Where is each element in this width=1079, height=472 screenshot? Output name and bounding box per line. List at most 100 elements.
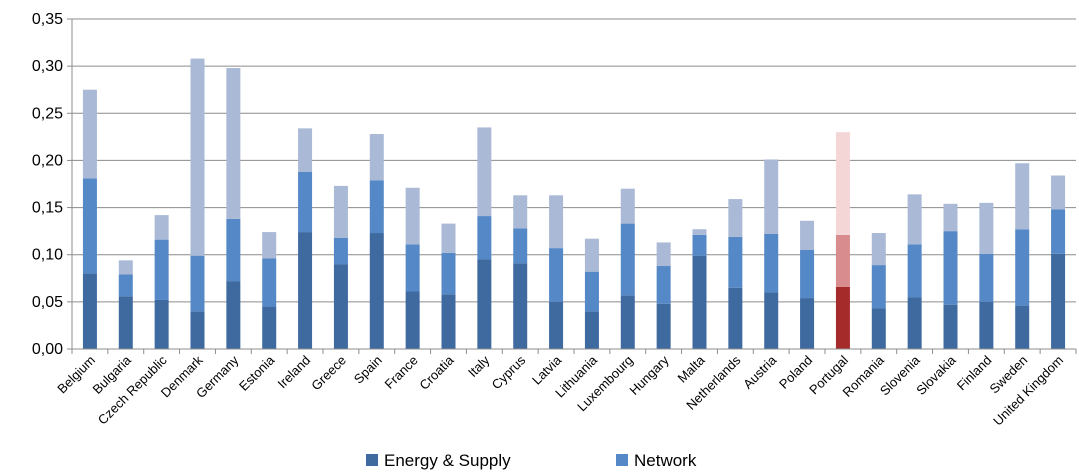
x-tick-label-austria: Austria (740, 352, 780, 392)
y-tick-label: 0,00 (32, 341, 63, 358)
bar-romania-segment-3 (871, 233, 886, 266)
bar-estonia-segment-2 (262, 258, 277, 307)
bar-slovenia-segment-2 (907, 244, 922, 298)
bar-sweden-segment-3 (1015, 163, 1030, 230)
x-tick-label-belgium: Belgium (54, 353, 98, 397)
legend: Energy & Supply Network (366, 451, 697, 470)
bar-spain-segment-2 (369, 180, 384, 234)
bar-france-segment-3 (405, 187, 420, 245)
bar-france-segment-1 (405, 291, 420, 349)
legend-swatch-network (616, 454, 628, 466)
bar-ireland-segment-1 (298, 232, 313, 349)
bar-hungary-segment-1 (656, 303, 671, 349)
bar-slovakia-segment-3 (943, 203, 958, 232)
y-tick-label: 0,05 (32, 294, 63, 311)
bar-bulgaria-segment-3 (118, 260, 133, 275)
bar-croatia-segment-3 (441, 223, 456, 253)
bar-lithuania-segment-2 (584, 271, 599, 312)
y-tick-label: 0,10 (32, 247, 63, 264)
bar-ireland-segment-3 (298, 128, 313, 172)
gridlines (72, 18, 1076, 303)
bar-sweden-segment-1 (1015, 305, 1030, 349)
bar-cyprus-segment-2 (513, 228, 528, 264)
y-tick-labels: 0,00 0,05 0,10 0,15 0,20 0,25 0,30 0,35 (32, 11, 63, 358)
bar-austria-segment-2 (764, 233, 779, 293)
bar-united-kingdom-segment-2 (1051, 209, 1066, 254)
x-tick-label-estonia: Estonia (236, 352, 278, 394)
bar-croatia-segment-1 (441, 294, 456, 349)
bar-spain-segment-1 (369, 233, 384, 349)
bar-finland-segment-3 (979, 202, 994, 254)
bar-italy-segment-1 (477, 259, 492, 349)
bar-france-segment-2 (405, 244, 420, 292)
y-tick-label: 0,30 (32, 58, 63, 75)
bar-finland-segment-1 (979, 301, 994, 349)
bar-italy-segment-2 (477, 216, 492, 260)
bars (82, 58, 1066, 349)
bar-czech-republic-segment-3 (154, 215, 169, 240)
bar-poland-segment-2 (800, 250, 815, 299)
x-tick-label-malta: Malta (675, 352, 709, 386)
bar-germany-segment-1 (226, 281, 241, 349)
bar-luxembourg-segment-3 (620, 188, 635, 224)
bar-malta-segment-3 (692, 229, 707, 235)
bar-netherlands-segment-1 (728, 287, 743, 349)
y-tick-label: 0,25 (32, 105, 63, 122)
bar-lithuania-segment-1 (584, 311, 599, 349)
bar-netherlands-segment-3 (728, 199, 743, 237)
legend-label-network: Network (634, 451, 697, 470)
bar-ireland-segment-2 (298, 171, 313, 233)
bar-austria-segment-3 (764, 159, 779, 234)
bar-estonia-segment-3 (262, 232, 277, 259)
bar-latvia-segment-3 (549, 195, 564, 249)
x-tick-label-cyprus: Cyprus (489, 352, 529, 392)
bar-luxembourg-segment-2 (620, 223, 635, 296)
bar-belgium-segment-3 (82, 89, 97, 179)
bar-sweden-segment-2 (1015, 229, 1030, 306)
bar-czech-republic-segment-1 (154, 299, 169, 349)
bar-denmark-segment-3 (190, 58, 205, 256)
bar-czech-republic-segment-2 (154, 239, 169, 300)
x-tick-label-italy: Italy (465, 352, 493, 380)
bar-slovakia-segment-1 (943, 304, 958, 349)
bar-slovenia-segment-1 (907, 297, 922, 349)
bar-united-kingdom-segment-3 (1051, 175, 1066, 210)
bar-portugal-segment-2 (835, 234, 850, 287)
bar-latvia-segment-2 (549, 248, 564, 302)
bar-spain-segment-3 (369, 134, 384, 181)
bar-hungary-segment-2 (656, 266, 671, 304)
y-tick-label: 0,20 (32, 152, 63, 169)
y-tick-label: 0,15 (32, 200, 63, 217)
bar-denmark-segment-2 (190, 255, 205, 312)
bar-romania-segment-1 (871, 308, 886, 349)
bar-cyprus-segment-1 (513, 263, 528, 349)
bar-belgium-segment-2 (82, 178, 97, 274)
bar-germany-segment-3 (226, 68, 241, 219)
bar-finland-segment-2 (979, 253, 994, 302)
bar-hungary-segment-3 (656, 242, 671, 267)
x-tick-label-slovakia: Slovakia (913, 352, 959, 398)
bar-lithuania-segment-3 (584, 238, 599, 272)
bar-belgium-segment-1 (82, 273, 97, 349)
bar-portugal-segment-1 (835, 286, 850, 349)
bar-slovakia-segment-2 (943, 231, 958, 305)
bar-greece-segment-3 (333, 185, 348, 238)
bar-croatia-segment-2 (441, 252, 456, 295)
bar-bulgaria-segment-2 (118, 274, 133, 297)
legend-label-energy-supply: Energy & Supply (384, 451, 511, 470)
bar-slovenia-segment-3 (907, 194, 922, 245)
x-tick-label-croatia: Croatia (416, 352, 457, 393)
bar-italy-segment-3 (477, 127, 492, 217)
y-tick-label: 0,35 (32, 11, 63, 28)
x-tick-label-ireland: Ireland (274, 353, 313, 392)
bar-greece-segment-2 (333, 237, 348, 265)
bar-poland-segment-3 (800, 220, 815, 250)
bar-greece-segment-1 (333, 264, 348, 349)
bar-germany-segment-2 (226, 218, 241, 282)
bar-united-kingdom-segment-1 (1051, 253, 1066, 349)
bar-netherlands-segment-2 (728, 236, 743, 288)
bar-denmark-segment-1 (190, 311, 205, 349)
